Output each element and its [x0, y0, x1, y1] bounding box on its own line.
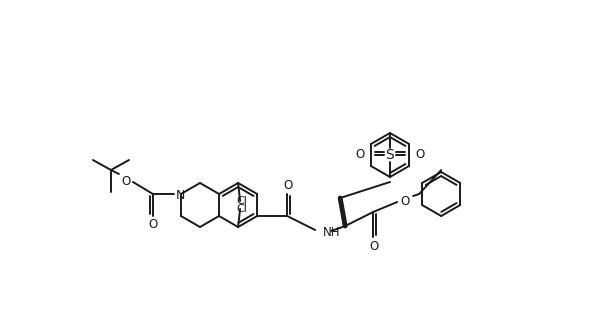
Text: S: S	[386, 148, 395, 162]
Text: O: O	[370, 239, 379, 253]
Text: O: O	[148, 218, 157, 231]
Text: O: O	[122, 175, 131, 188]
Text: Cl: Cl	[237, 204, 247, 214]
Text: O: O	[355, 147, 365, 160]
Text: N: N	[175, 189, 185, 202]
Text: O: O	[401, 195, 410, 208]
Text: O: O	[415, 147, 424, 160]
Text: NH: NH	[323, 225, 341, 238]
Text: Cl: Cl	[237, 196, 247, 206]
Text: O: O	[284, 179, 293, 192]
